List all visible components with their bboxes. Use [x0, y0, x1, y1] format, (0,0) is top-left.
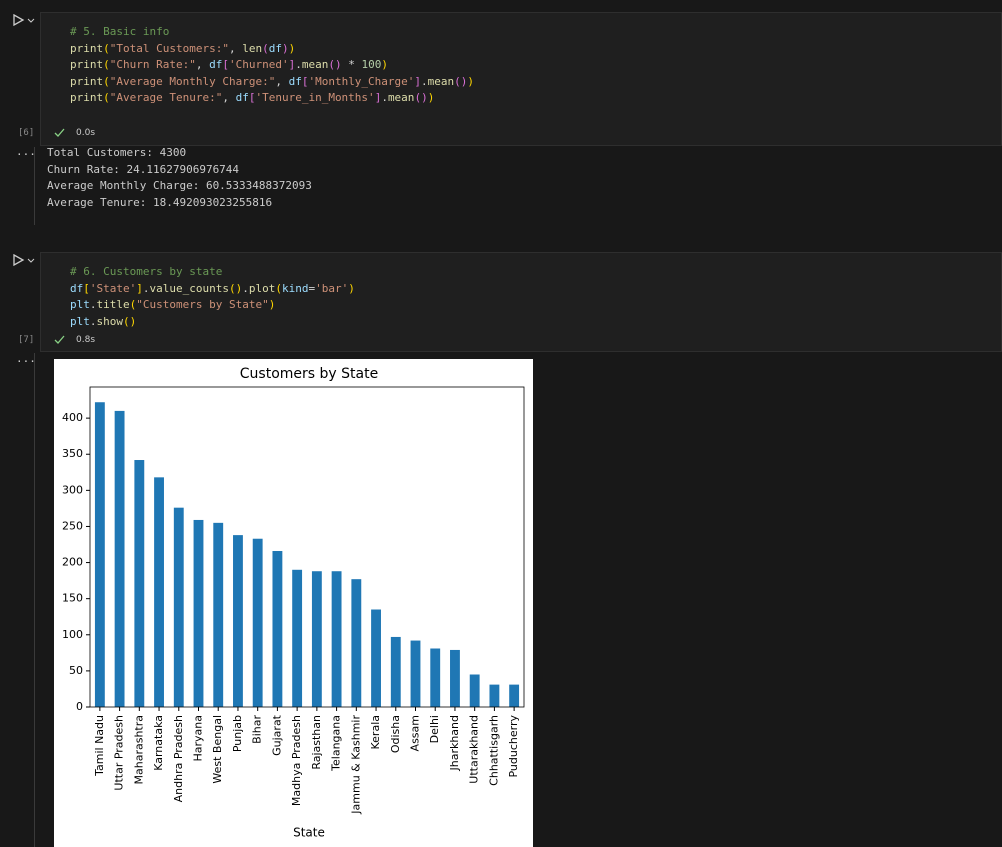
code-line: # 5. Basic info [70, 25, 170, 38]
execution-count: [7] [18, 335, 35, 345]
chart: Customers by State State 0 50 100 150 200 250… [54, 359, 533, 847]
x-axis-label: State [293, 826, 325, 840]
bar [371, 609, 381, 707]
code-line: print("Average Monthly Charge:", df['Mon… [70, 74, 475, 88]
bar [292, 569, 303, 707]
code-line: plt.title("Customers by State") [70, 298, 276, 312]
x-tick-label: Uttarakhand [468, 715, 481, 784]
x-tick-label: Haryana [192, 715, 205, 762]
bar [213, 522, 224, 707]
x-tick-label: Chhattisgarh [487, 715, 500, 786]
bar [489, 684, 500, 707]
x-tick-label: Tamil Nadu [93, 715, 106, 777]
code-line: print("Total Customers:", len(df)) [70, 41, 296, 55]
output-line: Average Monthly Charge: 60.5333488372093 [47, 179, 312, 193]
y-tick-label: 300 [62, 483, 83, 496]
output-line: Average Tenure: 18.492093023255816 [47, 195, 273, 209]
execution-time: 0.0s [76, 128, 96, 138]
x-tick-label: Jammu & Kashmir [349, 715, 362, 815]
y-tick-label: 400 [62, 411, 83, 424]
bar [252, 538, 263, 707]
output-bar [34, 353, 35, 847]
x-tick-label: Odisha [389, 715, 402, 753]
x-tick-label: Punjab [231, 715, 244, 752]
x-tick-label: Rajasthan [310, 715, 323, 770]
output-bar [34, 147, 35, 225]
code-line: print("Average Tenure:", df['Tenure_in_M… [70, 91, 435, 105]
x-tick-label: Karnataka [152, 715, 165, 771]
x-tick-label: Gujarat [270, 714, 283, 756]
bar [509, 684, 520, 707]
x-tick-label: Jharkhand [448, 715, 461, 772]
bar [154, 477, 164, 707]
bar [233, 535, 243, 707]
bar [351, 579, 362, 707]
y-tick-label: 200 [62, 556, 83, 569]
x-tick-label: West Bengal [211, 715, 224, 784]
x-tick-label: Puducherry [507, 715, 520, 778]
code-line: print("Churn Rate:", df['Churned'].mean(… [70, 58, 388, 72]
code-line: df['State'].value_counts().plot(kind='ba… [70, 281, 355, 295]
x-tick-label: Delhi [428, 715, 441, 743]
bar [430, 648, 441, 707]
code-cell [40, 12, 1002, 146]
output-prompt: ... [16, 352, 36, 365]
bar [311, 571, 322, 707]
bar [114, 410, 125, 707]
x-tick-label: Uttar Pradesh [113, 715, 126, 791]
execution-count: [6] [18, 128, 35, 138]
code-cell [40, 252, 1002, 352]
x-tick-label: Maharashtra [132, 715, 145, 785]
x-tick-label: Madhya Pradesh [290, 715, 303, 806]
x-tick-label: Assam [409, 715, 422, 751]
run-button[interactable] [12, 14, 36, 28]
x-tick-label: Bihar [251, 715, 264, 744]
axes-frame [89, 386, 525, 708]
code-line: plt.show() [70, 314, 137, 328]
x-tick-label: Telangana [330, 715, 343, 772]
bar [94, 402, 105, 707]
bar [469, 674, 480, 707]
output-prompt: ... [16, 145, 36, 158]
success-check [54, 128, 65, 137]
y-tick-label: 100 [62, 628, 83, 641]
bar [390, 636, 401, 707]
success-check [54, 335, 65, 344]
code-line: # 6. Customers by state [70, 265, 223, 278]
y-tick-label: 150 [62, 592, 83, 605]
execution-time: 0.8s [76, 335, 96, 345]
x-tick-label: Kerala [369, 715, 382, 750]
bar [450, 649, 460, 707]
y-tick-label: 350 [62, 447, 83, 460]
x-tick-label: Andhra Pradesh [172, 715, 185, 802]
output-line: Total Customers: 4300 [47, 146, 187, 159]
bar [410, 640, 421, 707]
bar [331, 571, 342, 707]
bar [173, 507, 184, 707]
bar [193, 519, 204, 707]
y-tick-label: 250 [62, 519, 83, 532]
bar [134, 460, 145, 707]
run-button[interactable] [12, 254, 36, 268]
chart-title: Customers by State [240, 366, 378, 382]
y-tick-label: 0 [76, 700, 83, 713]
output-line: Churn Rate: 24.11627906976744 [47, 162, 240, 176]
bar [272, 551, 283, 707]
y-tick-label: 50 [69, 664, 83, 677]
